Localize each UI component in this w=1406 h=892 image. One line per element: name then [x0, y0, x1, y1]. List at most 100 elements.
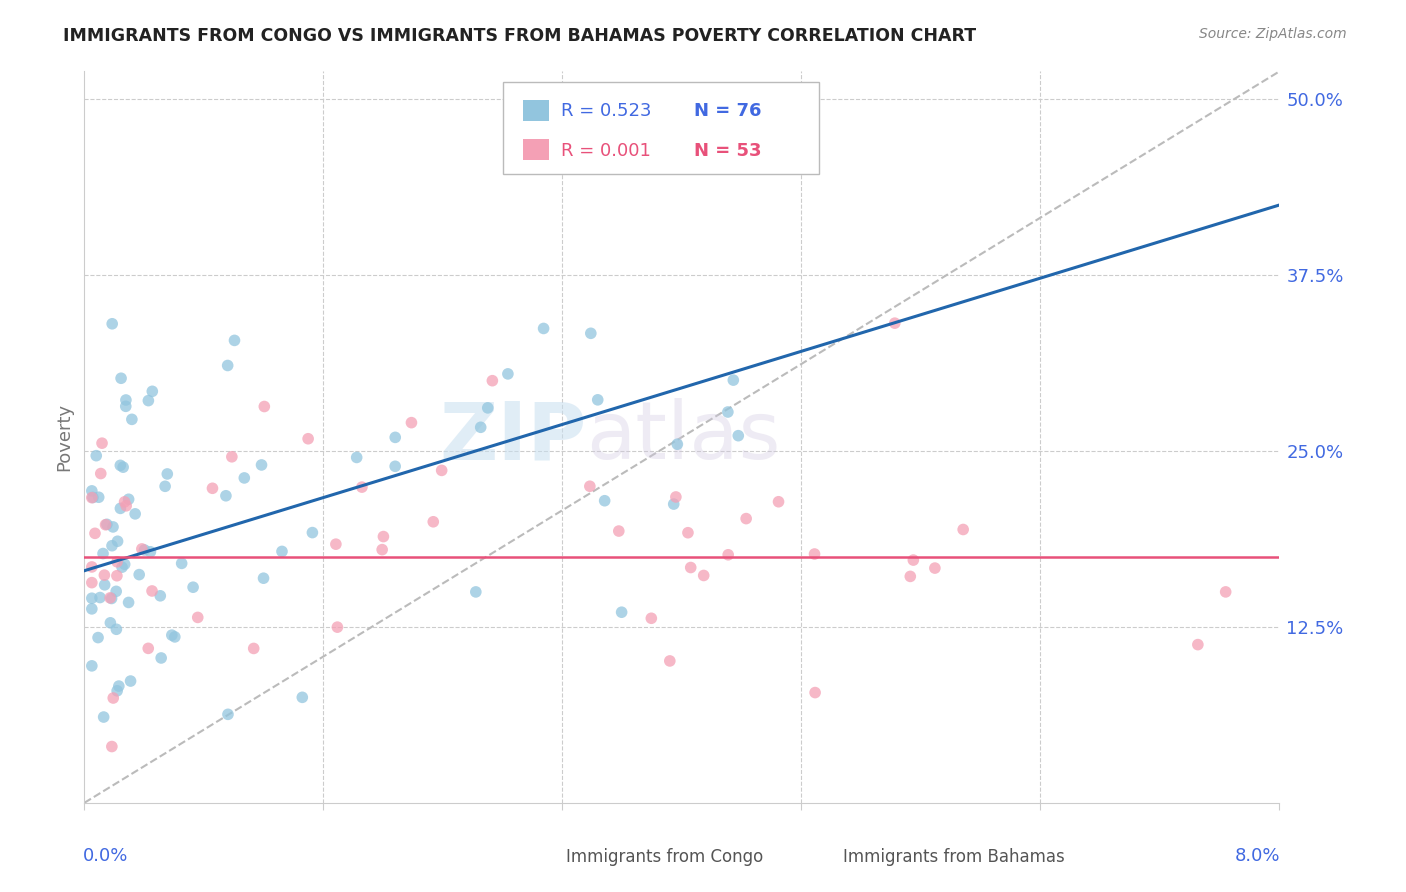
Point [350, 480, 373, 494]
Point [735, 511, 758, 525]
Text: Immigrants from Bahamas: Immigrants from Bahamas [844, 848, 1064, 866]
Point [723, 373, 745, 387]
Point [87, 631, 110, 645]
Point [80, 491, 103, 505]
Point [221, 450, 243, 464]
Point [160, 628, 183, 642]
Point [803, 547, 825, 561]
Point [136, 641, 159, 656]
Point [108, 679, 131, 693]
Point [134, 543, 156, 558]
Point [105, 555, 128, 569]
Point [401, 416, 423, 430]
Point [325, 537, 347, 551]
Point [101, 520, 124, 534]
Point [114, 495, 136, 509]
Point [107, 534, 129, 549]
Point [150, 651, 173, 665]
Point [924, 561, 946, 575]
Point [1187, 638, 1209, 652]
Point [141, 584, 163, 599]
Text: Immigrants from Congo: Immigrants from Congo [567, 848, 763, 866]
Point [170, 557, 193, 571]
Point [898, 569, 921, 583]
Point [679, 560, 702, 574]
Point [181, 580, 204, 594]
Y-axis label: Poverty: Poverty [55, 403, 73, 471]
Point [110, 458, 132, 473]
Point [101, 539, 124, 553]
Point [371, 542, 394, 557]
Point [291, 690, 314, 705]
Point [384, 430, 406, 444]
Point [271, 544, 294, 558]
Point [163, 630, 186, 644]
Point [138, 393, 160, 408]
Point [105, 622, 128, 636]
Point [80, 591, 103, 606]
Point [217, 707, 239, 722]
Point [727, 428, 749, 442]
Point [215, 489, 238, 503]
Point [253, 400, 276, 414]
Point [141, 384, 163, 399]
Point [579, 479, 602, 493]
Point [586, 392, 609, 407]
Point [93, 568, 115, 582]
Point [593, 493, 616, 508]
Point [297, 432, 319, 446]
Point [903, 553, 925, 567]
Point [110, 371, 132, 385]
Point [98, 591, 121, 605]
FancyBboxPatch shape [523, 139, 550, 160]
Point [101, 739, 124, 754]
Point [115, 392, 138, 407]
Point [470, 420, 492, 434]
Point [90, 467, 112, 481]
Point [883, 316, 905, 330]
Text: Source: ZipAtlas.com: Source: ZipAtlas.com [1199, 27, 1347, 41]
Point [666, 437, 689, 451]
Point [139, 545, 162, 559]
Point [187, 610, 209, 624]
Point [117, 492, 139, 507]
Point [80, 575, 103, 590]
FancyBboxPatch shape [810, 849, 837, 865]
Point [149, 589, 172, 603]
Point [242, 641, 264, 656]
Point [89, 591, 111, 605]
Point [80, 560, 103, 574]
Point [124, 507, 146, 521]
Point [114, 558, 136, 572]
Text: R = 0.001: R = 0.001 [561, 142, 651, 160]
Text: atlas: atlas [586, 398, 780, 476]
Point [804, 685, 827, 699]
Point [658, 654, 681, 668]
Point [105, 568, 128, 582]
Point [110, 501, 132, 516]
Point [640, 611, 662, 625]
Point [131, 541, 153, 556]
Point [91, 547, 114, 561]
Point [105, 584, 128, 599]
Point [105, 683, 128, 698]
Point [373, 530, 395, 544]
Point [250, 458, 273, 472]
Point [662, 497, 685, 511]
Point [430, 463, 453, 477]
Point [80, 602, 103, 616]
Point [607, 524, 630, 538]
Point [481, 374, 503, 388]
Point [477, 401, 499, 415]
Point [87, 490, 110, 504]
Point [114, 400, 136, 414]
Point [579, 326, 602, 341]
Point [103, 691, 125, 706]
Point [84, 526, 107, 541]
Point [346, 450, 368, 465]
Point [201, 481, 224, 495]
Point [693, 568, 716, 582]
Point [80, 483, 103, 498]
Point [100, 615, 122, 630]
Point [117, 595, 139, 609]
